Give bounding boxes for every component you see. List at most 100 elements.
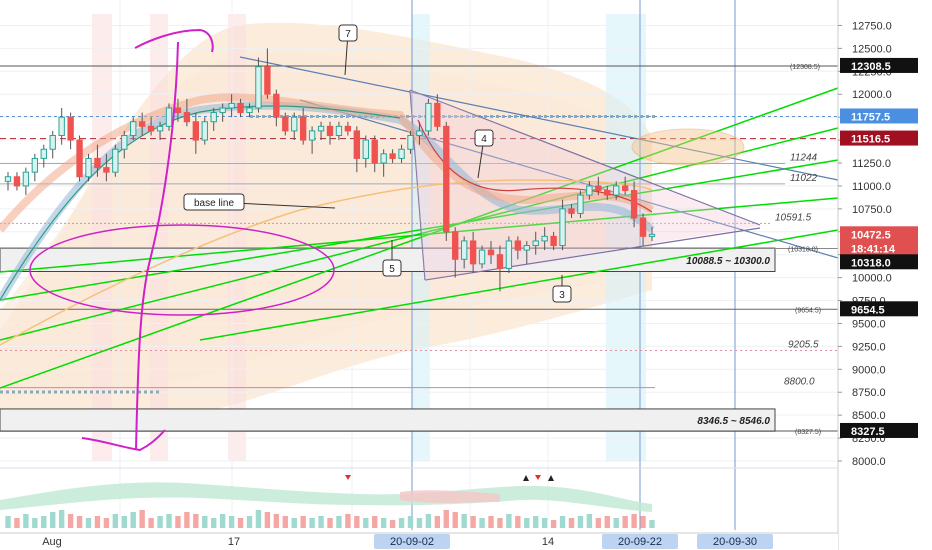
- candle-down: [183, 112, 191, 123]
- triangle-lower: [424, 227, 761, 281]
- candle-down: [138, 121, 146, 127]
- volume-bar: [443, 510, 449, 528]
- candle-up: [40, 148, 47, 159]
- candle-up: [210, 112, 217, 123]
- candle-up: [255, 66, 262, 109]
- candle-up: [460, 240, 468, 260]
- highlight-strip: [606, 14, 646, 461]
- candle-down: [550, 235, 557, 247]
- candle-up: [31, 157, 39, 173]
- candle-up: [398, 148, 405, 159]
- candle-down: [344, 125, 352, 132]
- candle-down: [237, 102, 244, 114]
- highlight-ellipse: [631, 128, 745, 166]
- green-trend-5: [199, 229, 839, 341]
- candle-up: [308, 130, 316, 141]
- volume-bar: [524, 518, 530, 528]
- candlesticks: [4, 48, 656, 292]
- candle-down: [604, 190, 611, 196]
- moving-averages: [0, 93, 655, 346]
- trend-lines: [0, 56, 839, 389]
- candle-up: [246, 107, 253, 114]
- candle-up: [559, 208, 566, 247]
- volume-bar: [318, 516, 324, 528]
- green-trend-4: [0, 197, 839, 273]
- price-label-box: [840, 226, 918, 242]
- candle-down: [147, 125, 155, 132]
- volume-bar: [533, 516, 539, 528]
- volume-bar: [354, 516, 360, 528]
- candle-down: [174, 107, 182, 114]
- candle-down: [568, 208, 575, 214]
- volume-bar: [103, 518, 110, 528]
- candle-down: [621, 185, 629, 192]
- candle-down: [326, 125, 334, 136]
- candle-up: [577, 194, 584, 214]
- magenta-ellipse: [29, 224, 335, 316]
- volume-bar: [32, 518, 38, 528]
- price-tick-label: 8000.0: [852, 456, 886, 468]
- price-label-text: 12308.5: [851, 61, 891, 73]
- time-axis: Aug 17 14 20-09-02 20-09-22 20-09-30: [0, 532, 838, 550]
- price-label-box: [840, 240, 918, 256]
- volume-bar: [595, 518, 602, 528]
- volume-bar: [139, 510, 145, 528]
- volume-bar: [309, 518, 315, 528]
- volume-bar: [85, 518, 92, 528]
- candle-down: [496, 254, 504, 269]
- blue-trend-1: [239, 56, 839, 181]
- candle-down: [13, 176, 21, 187]
- candle-up: [85, 157, 92, 178]
- candle-up: [613, 185, 620, 196]
- time-tick-label: 17: [228, 536, 240, 548]
- volume-bar: [264, 512, 271, 528]
- candle-up: [58, 116, 65, 136]
- candle-up: [121, 134, 128, 150]
- callout-box: [552, 285, 572, 303]
- candle-down: [487, 249, 495, 256]
- volume-bar: [479, 518, 485, 528]
- price-label-text: 11516.5: [851, 134, 890, 146]
- candle-up: [156, 125, 164, 132]
- candle-up: [478, 249, 486, 265]
- candle-up: [112, 148, 119, 173]
- volume-bar: [363, 518, 369, 528]
- volume-bar: [488, 516, 494, 528]
- candle-up: [362, 139, 369, 159]
- highlight-strip: [92, 14, 112, 461]
- volume-bar: [282, 516, 288, 528]
- horizontal-levels: [0, 65, 838, 432]
- candle-down: [595, 185, 602, 192]
- zone-labels: 10088.5 ~ 10300.0 8346.5 ~ 8546.0: [686, 256, 770, 427]
- callout-box: [338, 24, 358, 42]
- price-tick-label: 9250.0: [852, 341, 886, 353]
- time-highlight-box: [602, 534, 678, 549]
- candle-up: [380, 153, 387, 164]
- level-annotation: 11022: [790, 173, 818, 184]
- price-tick-label: 11250.0: [852, 158, 891, 170]
- volume-bar: [425, 514, 432, 528]
- volume-bar: [130, 512, 136, 528]
- volume-bar: [67, 514, 74, 528]
- volume-bar: [649, 520, 655, 528]
- candle-up: [219, 107, 226, 114]
- candle-down: [103, 167, 110, 173]
- signal-marker-down: [345, 475, 351, 480]
- blue-trend-2: [299, 99, 839, 259]
- candle-down: [443, 125, 450, 233]
- price-tick-label: 10750.0: [852, 204, 892, 216]
- volume-bar: [506, 514, 512, 528]
- volume-indicator-band: [0, 482, 652, 512]
- level-annotation: 8800.0: [784, 377, 815, 388]
- level-annotations: (12308.5) 11244 11022 10591.5 (10318.0) (9654…: [775, 64, 821, 436]
- volume-bar: [121, 516, 127, 528]
- callouts: 7 4 5 3 base line: [183, 24, 572, 303]
- volume-bar: [193, 514, 199, 528]
- volume-bar: [470, 516, 476, 528]
- highlight-strip: [228, 14, 246, 461]
- signal-marker-down: [535, 475, 541, 480]
- green-trend-3: [0, 159, 839, 301]
- volume-bar: [416, 518, 423, 528]
- signal-marker-up: [548, 475, 554, 481]
